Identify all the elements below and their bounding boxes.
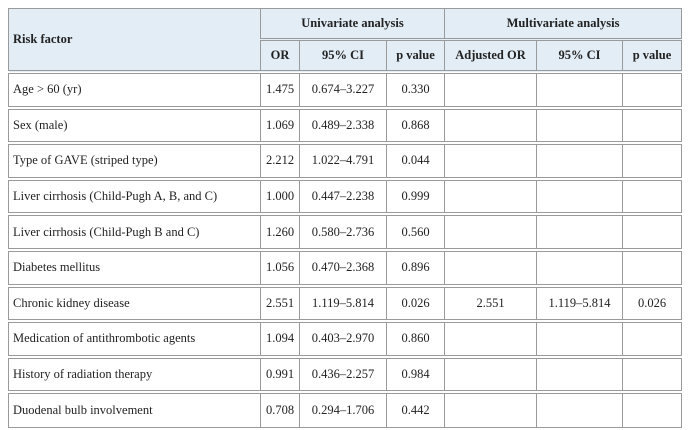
- value-cell: 1.056: [260, 247, 300, 287]
- empty-cell: [536, 390, 624, 429]
- empty-cell: [444, 390, 538, 429]
- empty-cell: [444, 247, 538, 287]
- table-row: Chronic kidney disease 2.551 1.119–5.814 0.…: [8, 283, 683, 322]
- empty-cell: [444, 212, 538, 251]
- value-cell: 0.896: [385, 247, 446, 287]
- value-cell: 0.580–2.736: [299, 212, 387, 251]
- header-cell: Risk factor: [8, 8, 261, 74]
- value-cell: 2.551: [260, 283, 300, 322]
- header-cell: Multivariate analysis: [444, 8, 683, 41]
- value-cell: 0.560: [385, 212, 446, 251]
- empty-cell: [622, 105, 683, 144]
- empty-cell: [622, 141, 683, 180]
- value-cell: 0.708: [260, 390, 300, 429]
- empty-cell: [444, 319, 538, 358]
- header-cell: 95% CI: [299, 39, 387, 73]
- factor-cell: Diabetes mellitus: [8, 247, 261, 287]
- value-cell: 0.330: [385, 70, 446, 109]
- table-row: Liver cirrhosis (Child-Pugh A, B, and C)…: [8, 176, 683, 215]
- value-cell: 2.212: [260, 141, 300, 180]
- empty-cell: [622, 319, 683, 358]
- value-cell: 0.991: [260, 354, 300, 393]
- empty-cell: [622, 70, 683, 109]
- value-cell: 0.860: [385, 319, 446, 358]
- table-body: Age > 60 (yr) 1.475 0.674–3.227 0.330 Sex (m…: [8, 70, 683, 429]
- factor-cell: Age > 60 (yr): [8, 70, 261, 109]
- factor-cell: Liver cirrhosis (Child-Pugh A, B, and C): [8, 176, 261, 215]
- empty-cell: [536, 212, 624, 251]
- empty-cell: [536, 354, 624, 393]
- empty-cell: [622, 354, 683, 393]
- empty-cell: [536, 176, 624, 215]
- value-cell: 0.674–3.227: [299, 70, 387, 109]
- header-cell: OR: [260, 39, 300, 73]
- empty-cell: [536, 70, 624, 109]
- header-row: Risk factor Univariate analysis Multivar…: [8, 8, 683, 74]
- factor-cell: Medication of antithrombotic agents: [8, 319, 261, 358]
- value-cell: 0.489–2.338: [299, 105, 387, 144]
- value-cell: 0.868: [385, 105, 446, 144]
- header-cell: Adjusted OR: [444, 39, 538, 73]
- value-cell: 1.094: [260, 319, 300, 358]
- table-row: Sex (male) 1.069 0.489–2.338 0.868: [8, 105, 683, 144]
- value-cell: 0.447–2.238: [299, 176, 387, 215]
- table-row: Duodenal bulb involvement 0.708 0.294–1.70…: [8, 390, 683, 429]
- results-table: Risk factor Univariate analysis Multivar…: [8, 8, 683, 429]
- header-cell: p value: [385, 39, 446, 73]
- value-cell: 1.022–4.791: [299, 141, 387, 180]
- table-row: Medication of antithrombotic agents 1.094…: [8, 319, 683, 358]
- table-row: History of radiation therapy 0.991 0.436–2…: [8, 354, 683, 393]
- empty-cell: [444, 141, 538, 180]
- value-cell: 1.069: [260, 105, 300, 144]
- value-cell: 0.470–2.368: [299, 247, 387, 287]
- empty-cell: [444, 105, 538, 144]
- empty-cell: [536, 247, 624, 287]
- empty-cell: [444, 70, 538, 109]
- empty-cell: [444, 176, 538, 215]
- factor-cell: Liver cirrhosis (Child-Pugh B and C): [8, 212, 261, 251]
- empty-cell: [444, 354, 538, 393]
- value-cell: 1.475: [260, 70, 300, 109]
- empty-cell: [536, 105, 624, 144]
- value-cell: 0.442: [385, 390, 446, 429]
- value-cell: 0.403–2.970: [299, 319, 387, 358]
- value-cell: 1.119–5.814: [536, 283, 624, 322]
- value-cell: 0.026: [622, 283, 683, 322]
- value-cell: 0.999: [385, 176, 446, 215]
- value-cell: 0.984: [385, 354, 446, 393]
- empty-cell: [622, 247, 683, 287]
- value-cell: 1.119–5.814: [299, 283, 387, 322]
- value-cell: 1.000: [260, 176, 300, 215]
- value-cell: 2.551: [444, 283, 538, 322]
- empty-cell: [536, 319, 624, 358]
- empty-cell: [622, 390, 683, 429]
- table-row: Type of GAVE (striped type) 2.212 1.022–4.…: [8, 141, 683, 180]
- value-cell: 0.294–1.706: [299, 390, 387, 429]
- value-cell: 1.260: [260, 212, 300, 251]
- value-cell: 0.044: [385, 141, 446, 180]
- header-cell: Univariate analysis: [259, 8, 446, 41]
- empty-cell: [622, 176, 683, 215]
- value-cell: 0.026: [385, 283, 446, 322]
- factor-cell: Duodenal bulb involvement: [8, 390, 261, 429]
- factor-cell: History of radiation therapy: [8, 354, 261, 393]
- header-cell: p value: [622, 39, 683, 73]
- table-row: Diabetes mellitus 1.056 0.470–2.368 0.896: [8, 247, 683, 287]
- value-cell: 0.436–2.257: [299, 354, 387, 393]
- factor-cell: Sex (male): [8, 105, 261, 144]
- factor-cell: Type of GAVE (striped type): [8, 141, 261, 180]
- header-row: OR 95% CI p value Adjusted OR 95% CI p value: [9, 39, 683, 73]
- table-row: Liver cirrhosis (Child-Pugh B and C) 1.26…: [8, 212, 683, 251]
- factor-cell: Chronic kidney disease: [8, 283, 261, 322]
- table-row: Age > 60 (yr) 1.475 0.674–3.227 0.330: [8, 70, 683, 109]
- empty-cell: [622, 212, 683, 251]
- header-cell: 95% CI: [536, 39, 624, 73]
- empty-cell: [536, 141, 624, 180]
